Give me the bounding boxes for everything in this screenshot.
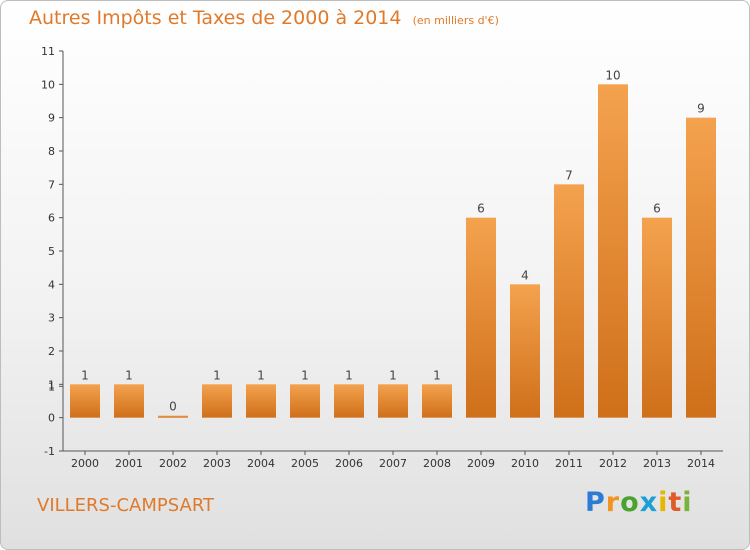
- x-tick-label: 2006: [335, 457, 363, 470]
- bar: [290, 384, 320, 418]
- bar: [554, 184, 584, 418]
- x-tick-label: 2011: [555, 457, 583, 470]
- y-tick-label: 2: [48, 345, 55, 358]
- bar-value-label: 1: [257, 368, 265, 382]
- x-tick-label: 2000: [71, 457, 99, 470]
- bar-value-label: 9: [697, 102, 705, 116]
- bar: [378, 384, 408, 418]
- bar: [334, 384, 364, 418]
- logo-letter: r: [605, 487, 621, 518]
- logo-letter: i: [658, 487, 669, 518]
- x-tick-label: 2002: [159, 457, 187, 470]
- bar-value-label: 7: [565, 168, 573, 182]
- x-tick-label: 2009: [467, 457, 495, 470]
- logo-letter: i: [682, 487, 693, 518]
- bar: [686, 117, 716, 418]
- bar-value-label: 1: [345, 368, 353, 382]
- bar-value-label: 1: [125, 368, 133, 382]
- y-tick-label: 9: [48, 112, 55, 125]
- bar: [70, 384, 100, 418]
- bar: [598, 84, 628, 418]
- logo-letter: x: [639, 487, 659, 518]
- commune-name: VILLERS-CAMPSART: [37, 495, 215, 516]
- bar: [158, 415, 188, 418]
- logo-letter: o: [620, 487, 640, 518]
- x-tick-label: 2012: [599, 457, 627, 470]
- bar: [642, 217, 672, 418]
- bar: [422, 384, 452, 418]
- bar-value-label: 1: [433, 368, 441, 382]
- x-tick-label: 2014: [687, 457, 715, 470]
- y-tick-label: 0: [48, 412, 55, 425]
- x-tick-label: 2003: [203, 457, 231, 470]
- x-tick-label: 2008: [423, 457, 451, 470]
- bar-value-label: 6: [653, 202, 661, 216]
- y-tick-label: 4: [48, 278, 55, 291]
- chart-title-main: Autres Impôts et Taxes de 2000 à 2014: [29, 7, 402, 29]
- y-tick-label: 11: [41, 45, 55, 58]
- y-tick-label: 5: [48, 245, 55, 258]
- bar-value-label: 1: [389, 368, 397, 382]
- chart-title: Autres Impôts et Taxes de 2000 à 2014 (e…: [29, 7, 499, 29]
- bar-value-label: 0: [169, 400, 177, 414]
- x-tick-label: 2007: [379, 457, 407, 470]
- x-tick-label: 2001: [115, 457, 143, 470]
- y-tick-label: -1: [44, 445, 55, 458]
- bar: [246, 384, 276, 418]
- bar: [202, 384, 232, 418]
- bar-value-label: 10: [605, 68, 620, 82]
- x-tick-label: 2004: [247, 457, 275, 470]
- logo-letter: t: [668, 487, 683, 518]
- y-tick-label: 7: [48, 178, 55, 191]
- y-tick-label: 1: [48, 380, 55, 393]
- x-tick-label: 2010: [511, 457, 539, 470]
- proxiti-logo: Proxiti: [585, 487, 693, 518]
- x-tick-label: 2013: [643, 457, 671, 470]
- y-tick-label: 6: [48, 212, 55, 225]
- bar: [466, 217, 496, 418]
- bar-value-label: 1: [301, 368, 309, 382]
- logo-letter: P: [585, 487, 606, 518]
- y-tick-label: 3: [48, 312, 55, 325]
- y-tick-label: 1: [48, 378, 55, 391]
- bar: [114, 384, 144, 418]
- bar-value-label: 6: [477, 202, 485, 216]
- bar-value-label: 1: [81, 368, 89, 382]
- bar: [510, 284, 540, 418]
- y-tick-label: 8: [48, 145, 55, 158]
- x-tick-label: 2005: [291, 457, 319, 470]
- bar-value-label: 4: [521, 268, 529, 282]
- chart-title-unit: (en milliers d'€): [412, 14, 499, 27]
- bar-value-label: 1: [213, 368, 221, 382]
- y-tick-label: 10: [41, 78, 55, 91]
